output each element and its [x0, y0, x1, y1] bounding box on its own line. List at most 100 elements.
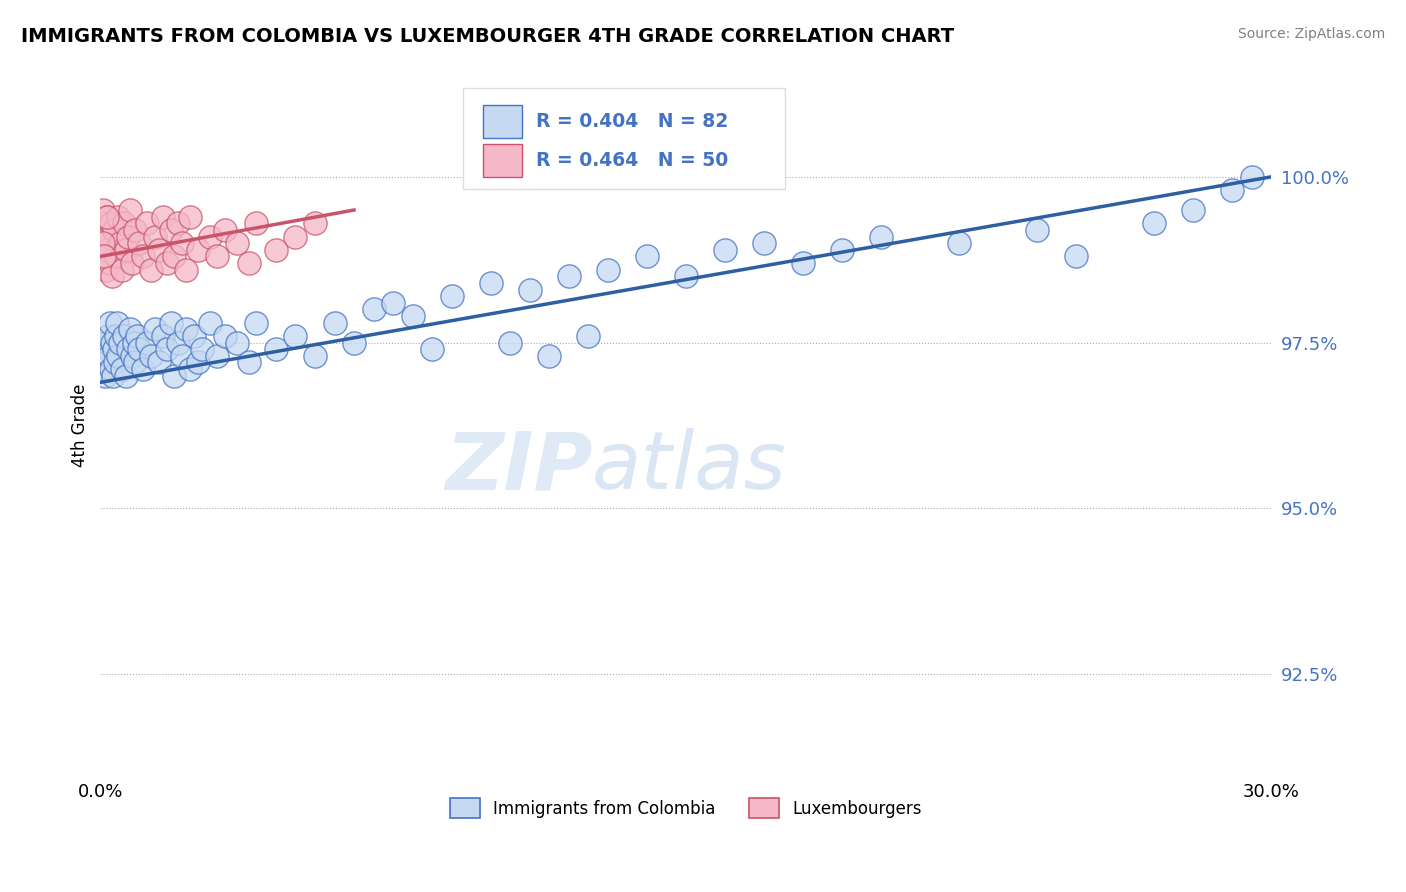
Point	[132, 249, 155, 263]
Point	[174, 322, 197, 336]
Point	[172, 349, 194, 363]
Point	[191, 342, 214, 356]
Point	[97, 349, 120, 363]
Point	[136, 335, 159, 350]
Point	[118, 202, 141, 217]
Point	[1026, 223, 1049, 237]
Point	[538, 349, 561, 363]
Point	[869, 229, 891, 244]
Point	[122, 335, 145, 350]
Point	[174, 262, 197, 277]
Point	[103, 223, 125, 237]
FancyBboxPatch shape	[464, 88, 785, 189]
Point	[479, 276, 502, 290]
Point	[1220, 183, 1243, 197]
Point	[112, 216, 135, 230]
Point	[107, 349, 129, 363]
Point	[238, 256, 260, 270]
Point	[104, 329, 127, 343]
Text: Source: ZipAtlas.com: Source: ZipAtlas.com	[1237, 27, 1385, 41]
Point	[163, 368, 186, 383]
Point	[139, 262, 162, 277]
Point	[264, 342, 287, 356]
Point	[226, 335, 249, 350]
Point	[198, 316, 221, 330]
Point	[101, 335, 124, 350]
Point	[245, 216, 267, 230]
Point	[104, 249, 127, 263]
Point	[1240, 169, 1263, 184]
Point	[264, 243, 287, 257]
Point	[752, 236, 775, 251]
Point	[103, 342, 125, 356]
Point	[94, 368, 117, 383]
Point	[304, 349, 326, 363]
Point	[557, 269, 579, 284]
Point	[96, 210, 118, 224]
Point	[108, 335, 131, 350]
Point	[214, 223, 236, 237]
Point	[128, 236, 150, 251]
Point	[159, 223, 181, 237]
Point	[440, 289, 463, 303]
Point	[713, 243, 735, 257]
Point	[636, 249, 658, 263]
Point	[96, 262, 118, 277]
Point	[152, 329, 174, 343]
Bar	[484, 144, 522, 177]
Text: atlas: atlas	[592, 428, 787, 506]
Point	[97, 229, 120, 244]
Point	[111, 362, 134, 376]
Point	[91, 355, 114, 369]
Point	[127, 329, 149, 343]
Point	[139, 349, 162, 363]
Point	[343, 335, 366, 350]
Point	[1143, 216, 1166, 230]
Point	[91, 223, 114, 237]
Point	[107, 210, 129, 224]
Point	[118, 322, 141, 336]
Point	[121, 349, 143, 363]
Point	[675, 269, 697, 284]
Point	[519, 283, 541, 297]
Point	[96, 210, 118, 224]
Point	[245, 316, 267, 330]
Point	[97, 329, 120, 343]
Point	[163, 249, 186, 263]
Point	[132, 362, 155, 376]
Point	[117, 229, 139, 244]
Point	[792, 256, 814, 270]
Point	[124, 355, 146, 369]
Point	[128, 342, 150, 356]
Point	[148, 355, 170, 369]
Point	[323, 316, 346, 330]
Point	[576, 329, 599, 343]
Point	[94, 236, 117, 251]
Point	[207, 249, 229, 263]
Point	[101, 368, 124, 383]
Point	[93, 362, 115, 376]
Point	[136, 216, 159, 230]
Point	[198, 229, 221, 244]
Point	[1182, 202, 1205, 217]
Point	[284, 329, 307, 343]
Point	[167, 335, 190, 350]
Point	[91, 349, 114, 363]
Point	[143, 229, 166, 244]
Point	[100, 216, 122, 230]
Point	[105, 316, 128, 330]
Point	[284, 229, 307, 244]
Point	[100, 362, 122, 376]
Point	[96, 355, 118, 369]
Point	[152, 210, 174, 224]
Point	[124, 223, 146, 237]
Point	[112, 329, 135, 343]
Point	[108, 236, 131, 251]
Point	[97, 243, 120, 257]
Point	[93, 342, 115, 356]
Point	[91, 202, 114, 217]
Point	[1064, 249, 1087, 263]
Point	[179, 362, 201, 376]
Point	[401, 309, 423, 323]
Point	[121, 256, 143, 270]
